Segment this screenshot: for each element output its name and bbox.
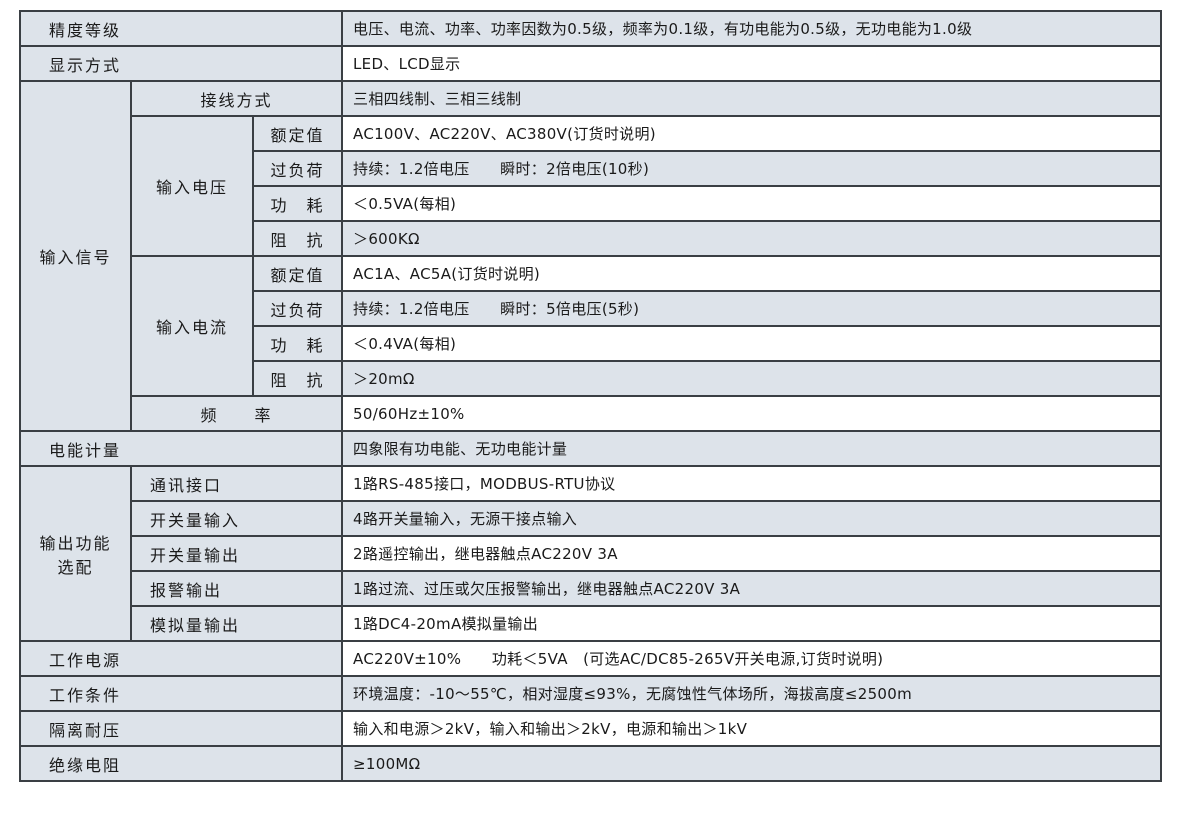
label-current-overload: 过负荷 bbox=[251, 290, 344, 327]
value-accuracy: 电压、电流、功率、功率因数为0.5级，频率为0.1级，有功电能为0.5级，无功电… bbox=[341, 10, 1162, 47]
value-current-rated: AC1A、AC5A(订货时说明) bbox=[341, 255, 1162, 292]
label-input-voltage: 输入电压 bbox=[130, 115, 254, 257]
value-voltage-power: ＜0.5VA(每相) bbox=[341, 185, 1162, 222]
row-supply: 工作电源 AC220V±10% 功耗＜5VA (可选AC/DC85-265V开关电… bbox=[18, 640, 1162, 677]
value-frequency: 50/60Hz±10% bbox=[341, 395, 1162, 432]
value-do: 2路遥控输出，继电器触点AC220V 3A bbox=[341, 535, 1162, 572]
label-input-current: 输入电流 bbox=[130, 255, 254, 397]
value-voltage-impedance: ＞600KΩ bbox=[341, 220, 1162, 257]
label-accuracy: 精度等级 bbox=[18, 10, 344, 47]
label-comm: 通讯接口 bbox=[129, 465, 344, 502]
label-analog: 模拟量输出 bbox=[129, 605, 344, 642]
row-insulation: 绝缘电阻 ≥100MΩ bbox=[18, 745, 1162, 782]
row-isolation: 隔离耐压 输入和电源＞2kV，输入和输出＞2kV，电源和输出＞1kV bbox=[18, 710, 1162, 747]
value-voltage-rated: AC100V、AC220V、AC380V(订货时说明) bbox=[341, 115, 1162, 152]
label-insulation: 绝缘电阻 bbox=[18, 745, 344, 782]
value-di: 4路开关量输入，无源干接点输入 bbox=[341, 500, 1162, 537]
value-current-overload: 持续：1.2倍电压 瞬时：5倍电压(5秒) bbox=[341, 290, 1162, 327]
label-display: 显示方式 bbox=[18, 45, 344, 82]
label-current-power: 功 耗 bbox=[251, 325, 344, 362]
value-voltage-overload: 持续：1.2倍电压 瞬时：2倍电压(10秒) bbox=[341, 150, 1162, 187]
label-voltage-impedance: 阻 抗 bbox=[251, 220, 344, 257]
value-supply: AC220V±10% 功耗＜5VA (可选AC/DC85-265V开关电源,订货… bbox=[341, 640, 1162, 677]
value-conditions: 环境温度：-10～55℃，相对湿度≤93%，无腐蚀性气体场所，海拔高度≤2500… bbox=[341, 675, 1162, 712]
row-alarm: 报警输出 1路过流、过压或欠压报警输出，继电器触点AC220V 3A bbox=[20, 570, 1162, 607]
row-accuracy: 精度等级 电压、电流、功率、功率因数为0.5级，频率为0.1级，有功电能为0.5级… bbox=[18, 10, 1162, 47]
row-voltage-impedance: 阻 抗＞600KΩ bbox=[20, 220, 1162, 257]
value-wiring: 三相四线制、三相三线制 bbox=[341, 80, 1162, 117]
label-input-signal: 输入信号 bbox=[19, 80, 132, 432]
label-energy: 电能计量 bbox=[18, 430, 344, 467]
row-frequency: 频 率 50/60Hz±10% bbox=[20, 395, 1162, 432]
row-current-rated: 输入电流 额定值 AC1A、AC5A(订货时说明) bbox=[20, 255, 1162, 397]
row-display: 显示方式 LED、LCD显示 bbox=[18, 45, 1162, 82]
value-insulation: ≥100MΩ bbox=[341, 745, 1162, 782]
label-alarm: 报警输出 bbox=[129, 570, 344, 607]
value-energy: 四象限有功电能、无功电能计量 bbox=[341, 430, 1162, 467]
row-voltage-rated: 输入电压 额定值 AC100V、AC220V、AC380V(订货时说明) bbox=[20, 115, 1162, 257]
row-analog: 模拟量输出 1路DC4-20mA模拟量输出 bbox=[20, 605, 1162, 642]
spec-table: 精度等级 电压、电流、功率、功率因数为0.5级，频率为0.1级，有功电能为0.5级… bbox=[18, 10, 1162, 782]
value-display: LED、LCD显示 bbox=[341, 45, 1162, 82]
label-voltage-overload: 过负荷 bbox=[251, 150, 344, 187]
row-voltage-power: 功 耗＜0.5VA(每相) bbox=[20, 185, 1162, 222]
label-voltage-power: 功 耗 bbox=[251, 185, 344, 222]
label-conditions: 工作条件 bbox=[18, 675, 344, 712]
row-current-power: 功 耗＜0.4VA(每相) bbox=[20, 325, 1162, 362]
label-frequency: 频 率 bbox=[129, 395, 344, 432]
label-isolation: 隔离耐压 bbox=[18, 710, 344, 747]
row-energy: 电能计量 四象限有功电能、无功电能计量 bbox=[18, 430, 1162, 467]
row-current-impedance: 阻 抗＞20mΩ bbox=[20, 360, 1162, 397]
row-conditions: 工作条件 环境温度：-10～55℃，相对湿度≤93%，无腐蚀性气体场所，海拔高度≤… bbox=[18, 675, 1162, 712]
label-current-rated: 额定值 bbox=[251, 255, 344, 292]
value-comm: 1路RS-485接口，MODBUS-RTU协议 bbox=[341, 465, 1162, 502]
value-current-power: ＜0.4VA(每相) bbox=[341, 325, 1162, 362]
row-current-overload: 过负荷 持续：1.2倍电压 瞬时：5倍电压(5秒) bbox=[20, 290, 1162, 327]
row-voltage-overload: 过负荷 持续：1.2倍电压 瞬时：2倍电压(10秒) bbox=[20, 150, 1162, 187]
label-supply: 工作电源 bbox=[18, 640, 344, 677]
label-output: 输出功能选配 bbox=[19, 465, 132, 642]
label-do: 开关量输出 bbox=[129, 535, 344, 572]
label-di: 开关量输入 bbox=[129, 500, 344, 537]
value-isolation: 输入和电源＞2kV，输入和输出＞2kV，电源和输出＞1kV bbox=[341, 710, 1162, 747]
row-do: 开关量输出 2路遥控输出，继电器触点AC220V 3A bbox=[20, 535, 1162, 572]
value-analog: 1路DC4-20mA模拟量输出 bbox=[341, 605, 1162, 642]
value-alarm: 1路过流、过压或欠压报警输出，继电器触点AC220V 3A bbox=[341, 570, 1162, 607]
value-current-impedance: ＞20mΩ bbox=[341, 360, 1162, 397]
row-di: 开关量输入 4路开关量输入，无源干接点输入 bbox=[20, 500, 1162, 537]
label-wiring: 接线方式 bbox=[129, 80, 344, 117]
label-current-impedance: 阻 抗 bbox=[251, 360, 344, 397]
label-voltage-rated: 额定值 bbox=[251, 115, 344, 152]
row-wiring: 输入信号 接线方式 三相四线制、三相三线制 bbox=[19, 80, 1162, 432]
row-comm: 输出功能选配 通讯接口 1路RS-485接口，MODBUS-RTU协议 bbox=[19, 465, 1162, 642]
